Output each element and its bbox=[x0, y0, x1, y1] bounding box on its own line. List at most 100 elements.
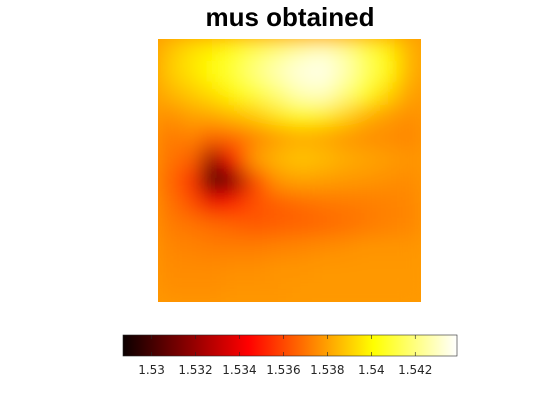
heatmap-cell bbox=[289, 126, 312, 150]
heatmap-cell bbox=[332, 257, 356, 281]
heatmap-cell bbox=[179, 82, 203, 106]
heatmap-cell bbox=[179, 60, 203, 84]
heatmap-cell bbox=[332, 213, 356, 237]
heatmap-cell bbox=[179, 257, 203, 281]
heatmap-cell bbox=[158, 191, 181, 215]
heatmap-cell bbox=[354, 235, 378, 259]
heatmap-cell bbox=[289, 148, 312, 171]
heatmap-cell bbox=[223, 279, 247, 302]
heatmap-cell bbox=[332, 191, 356, 215]
heatmap-cell bbox=[376, 82, 400, 106]
heatmap-cell bbox=[398, 279, 421, 302]
heatmap-cell bbox=[245, 235, 269, 259]
heatmap-cell bbox=[310, 257, 334, 281]
heatmap-cell bbox=[332, 170, 356, 193]
heatmap-cell bbox=[376, 104, 400, 128]
heatmap-cell bbox=[332, 148, 356, 171]
colorbar-tick-label: 1.542 bbox=[398, 363, 432, 377]
heatmap-cell bbox=[267, 279, 290, 302]
heatmap-cell bbox=[179, 235, 203, 259]
colorbar-tick-label: 1.532 bbox=[178, 363, 212, 377]
heatmap-cell bbox=[267, 191, 290, 215]
heatmap-cell bbox=[398, 148, 421, 171]
heatmap-cell bbox=[398, 82, 421, 106]
colorbar-ticks: 1.53 1.532 1.534 1.536 1.538 1.54 1.542 bbox=[138, 335, 432, 377]
heatmap-cell bbox=[223, 257, 247, 281]
heatmap-cell bbox=[354, 39, 378, 62]
heatmap-cell bbox=[201, 191, 225, 215]
heatmap-cell bbox=[354, 148, 378, 171]
heatmap-cell bbox=[376, 213, 400, 237]
heatmap-cell bbox=[158, 126, 181, 150]
heatmap-cell bbox=[267, 60, 290, 84]
heatmap-cell bbox=[267, 39, 290, 62]
heatmap-cell bbox=[398, 235, 421, 259]
heatmap-cell bbox=[245, 126, 269, 150]
heatmap-cell bbox=[179, 39, 203, 62]
heatmap-cell bbox=[267, 126, 290, 150]
heatmap-cell bbox=[201, 257, 225, 281]
heatmap-cell bbox=[310, 104, 334, 128]
heatmap-cell bbox=[223, 213, 247, 237]
heatmap-cell bbox=[267, 213, 290, 237]
colorbar-box bbox=[122, 334, 458, 357]
heatmap-cell bbox=[354, 82, 378, 106]
heatmap-cell bbox=[310, 39, 334, 62]
heatmap-cell bbox=[201, 148, 225, 171]
heatmap-cell bbox=[158, 213, 181, 237]
heatmap-cell bbox=[376, 257, 400, 281]
heatmap-cell bbox=[245, 82, 269, 106]
heatmap-cell bbox=[201, 170, 225, 193]
heatmap-cell bbox=[201, 213, 225, 237]
heatmap-cell bbox=[158, 170, 181, 193]
heatmap-cell bbox=[245, 257, 269, 281]
heatmap-cell bbox=[354, 126, 378, 150]
heatmap-cell bbox=[223, 170, 247, 193]
heatmap-cell bbox=[332, 39, 356, 62]
heatmap-cell bbox=[158, 279, 181, 302]
heatmap-cell bbox=[267, 104, 290, 128]
heatmap-cell bbox=[376, 279, 400, 302]
heatmap-cell bbox=[223, 60, 247, 84]
heatmap-cell bbox=[289, 191, 312, 215]
heatmap-cell bbox=[332, 126, 356, 150]
heatmap-cell bbox=[201, 60, 225, 84]
heatmap-cell bbox=[223, 39, 247, 62]
heatmap-cell bbox=[267, 235, 290, 259]
heatmap-cell bbox=[179, 148, 203, 171]
heatmap-cell bbox=[201, 104, 225, 128]
heatmap-cell bbox=[179, 104, 203, 128]
heatmap-cell bbox=[376, 39, 400, 62]
heatmap-cell bbox=[289, 235, 312, 259]
heatmap-cell bbox=[376, 148, 400, 171]
heatmap-cell bbox=[310, 60, 334, 84]
heatmap-cell bbox=[398, 104, 421, 128]
heatmap-cell bbox=[332, 279, 356, 302]
heatmap-cell bbox=[223, 104, 247, 128]
heatmap-cell bbox=[289, 82, 312, 106]
heatmap-cell bbox=[376, 235, 400, 259]
heatmap-cell bbox=[310, 126, 334, 150]
heatmap-cell bbox=[267, 82, 290, 106]
heatmap-cell bbox=[398, 170, 421, 193]
heatmap-cell bbox=[332, 104, 356, 128]
heatmap-cell bbox=[158, 104, 181, 128]
heatmap-cell bbox=[310, 279, 334, 302]
heatmap-cell bbox=[179, 170, 203, 193]
heatmap-cell bbox=[354, 257, 378, 281]
heatmap-cell bbox=[398, 213, 421, 237]
heatmap-cell bbox=[245, 148, 269, 171]
heatmap-cell bbox=[223, 235, 247, 259]
heatmap-cell bbox=[179, 279, 203, 302]
heatmap-cell bbox=[310, 170, 334, 193]
heatmap-cell bbox=[201, 39, 225, 62]
heatmap-cell bbox=[289, 104, 312, 128]
heatmap-cells bbox=[158, 39, 421, 302]
colorbar-tick-label: 1.538 bbox=[310, 363, 344, 377]
heatmap-cell bbox=[245, 191, 269, 215]
heatmap-cell bbox=[354, 213, 378, 237]
heatmap-cell bbox=[267, 257, 290, 281]
heatmap-cell bbox=[310, 235, 334, 259]
colorbar: 1.53 1.532 1.534 1.536 1.538 1.54 1.542 bbox=[122, 334, 458, 377]
heatmap-cell bbox=[332, 82, 356, 106]
